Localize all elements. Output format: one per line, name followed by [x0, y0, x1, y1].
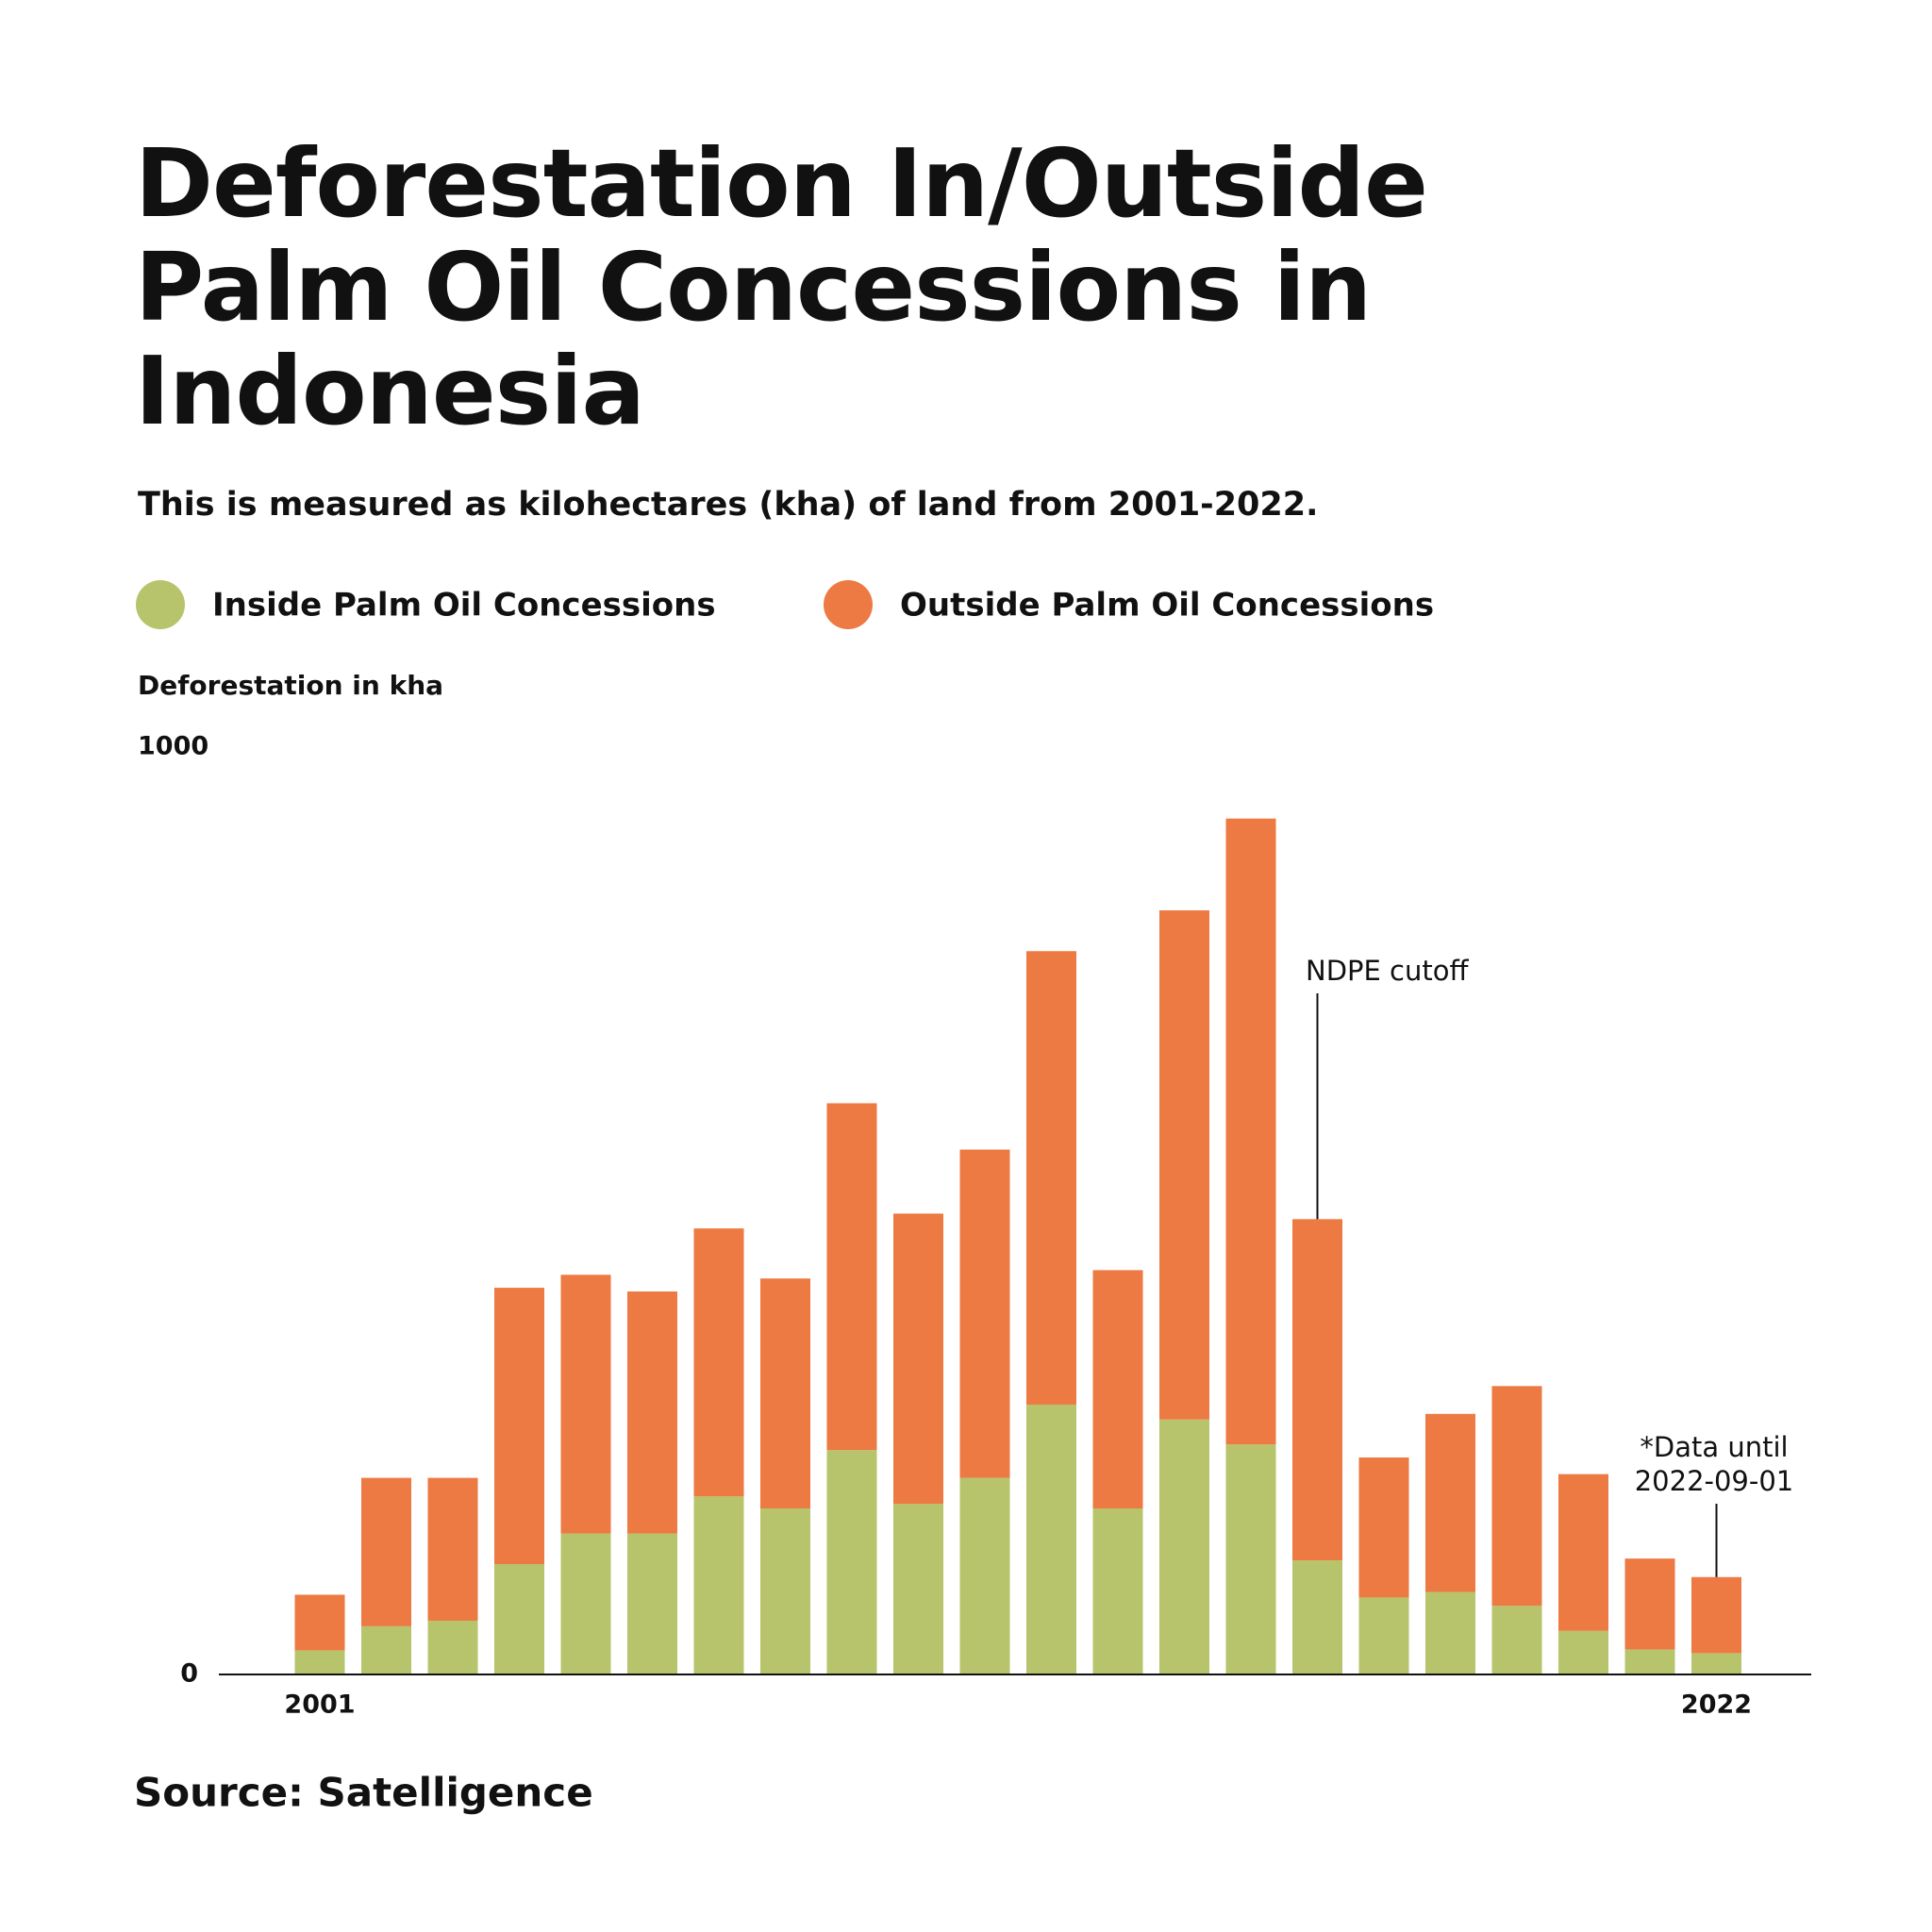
- bar-segment: [294, 1594, 345, 1651]
- bar-segment: [1358, 1457, 1409, 1598]
- bar-segment: [1558, 1474, 1608, 1631]
- chart-title: Deforestation In/Outside Palm Oil Conces…: [135, 128, 1428, 446]
- bar-segment: [1026, 1404, 1076, 1674]
- bar-segment: [494, 1288, 544, 1565]
- x-tick-label: 2022: [1681, 1690, 1752, 1720]
- bar-segment: [1225, 818, 1276, 1445]
- legend-label: Outside Palm Oil Concessions: [900, 587, 1434, 625]
- annotation: *Data until: [1640, 1431, 1788, 1463]
- annotation: 2022-09-01: [1635, 1465, 1794, 1497]
- bar-segment: [826, 1103, 877, 1451]
- bar-segment: [1491, 1386, 1542, 1607]
- bar-segment: [1358, 1597, 1409, 1674]
- bar-segment: [760, 1278, 810, 1509]
- bar-segment: [1159, 1419, 1209, 1674]
- bar-segment: [294, 1650, 345, 1674]
- legend-label: Inside Palm Oil Concessions: [212, 587, 716, 625]
- bar-segment: [893, 1504, 943, 1674]
- bar-segment: [826, 1450, 877, 1674]
- bar-segment: [959, 1149, 1010, 1478]
- source: Source: Satelligence: [134, 1770, 593, 1816]
- bar-segment: [1624, 1649, 1675, 1674]
- bar-segment: [494, 1564, 544, 1674]
- bar-segment: [760, 1508, 810, 1674]
- legend-swatch: [136, 580, 185, 629]
- x-tick-label: 2001: [284, 1690, 355, 1720]
- bar-segment: [693, 1228, 744, 1497]
- bar-segment: [1691, 1653, 1741, 1674]
- bar-segment: [427, 1477, 478, 1621]
- bar-segment: [1425, 1413, 1475, 1592]
- legend-swatch: [824, 580, 873, 629]
- annotation: NDPE cutoff: [1306, 955, 1469, 987]
- bar-segment: [1691, 1576, 1741, 1654]
- y-tick-label: 1000: [138, 732, 208, 761]
- bar-segment: [361, 1477, 411, 1626]
- bar-segment: [627, 1291, 677, 1534]
- bar-segment: [1624, 1558, 1675, 1650]
- bar-segment: [427, 1620, 478, 1674]
- bar-segment: [361, 1625, 411, 1674]
- bar-segment: [1092, 1270, 1143, 1509]
- bar-segment: [1092, 1508, 1143, 1674]
- bar-segment: [693, 1496, 744, 1674]
- bar-segment: [627, 1533, 677, 1674]
- bar-segment: [959, 1477, 1010, 1674]
- chart-subtitle: This is measured as kilohectares (kha) o…: [138, 486, 1319, 524]
- y-tick-label: 0: [180, 1659, 198, 1689]
- bar-segment: [1292, 1560, 1342, 1674]
- y-axis-label: Deforestation in kha: [138, 670, 443, 701]
- bar-segment: [1292, 1219, 1342, 1561]
- bar-segment: [1425, 1591, 1475, 1674]
- bar-segment: [1491, 1606, 1542, 1674]
- bar-segment: [893, 1213, 943, 1505]
- bar-segment: [1225, 1444, 1276, 1674]
- bar-segment: [1558, 1630, 1608, 1674]
- bar-segment: [560, 1533, 611, 1674]
- bar-segment: [560, 1274, 611, 1534]
- bar-segment: [1026, 951, 1076, 1405]
- bar-segment: [1159, 910, 1209, 1420]
